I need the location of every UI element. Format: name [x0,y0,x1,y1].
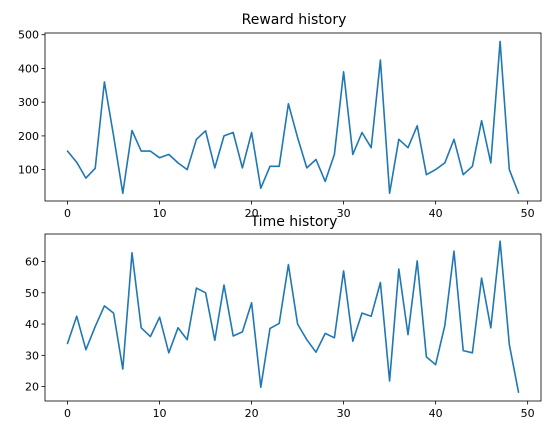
x-tick-label: 30 [337,407,351,420]
y-tick-label: 200 [18,130,39,143]
x-tick-label: 20 [245,407,259,420]
series-line-time [66,240,520,394]
x-tick-label: 10 [153,207,167,220]
plot-frame-reward [44,32,542,202]
y-tick-label: 100 [18,164,39,177]
y-tick-label: 60 [25,256,39,269]
x-tick-label: 40 [429,207,443,220]
x-tick-label: 50 [521,407,535,420]
series-reward [66,40,520,194]
series-time [66,240,520,394]
y-tick-label: 300 [18,96,39,109]
y-tick-label: 20 [25,381,39,394]
x-tick-label: 10 [153,407,167,420]
x-tick-label: 40 [429,407,443,420]
y-tick-label: 50 [25,287,39,300]
y-tick-label: 30 [25,349,39,362]
series-line-reward [66,40,520,194]
x-tick-label: 20 [245,207,259,220]
y-tick-label: 500 [18,29,39,42]
reward-history-panel: Reward history 0 10 20 30 40 50 100 200 300 400 50… [18,12,542,220]
x-tick-label: 0 [64,207,71,220]
ticks-time: 0 10 20 30 40 50 20 30 40 50 60 [25,256,535,420]
chart-title-time: Time history [250,214,338,230]
chart-title-reward: Reward history [242,12,347,28]
x-tick-label: 0 [64,407,71,420]
y-tick-label: 40 [25,318,39,331]
x-tick-label: 50 [521,207,535,220]
ticks-reward: 0 10 20 30 40 50 100 200 300 400 500 [18,29,535,220]
time-history-panel: Time history 0 10 20 30 40 50 20 30 40 50 60 [25,214,542,420]
y-tick-label: 400 [18,62,39,75]
x-tick-label: 30 [337,207,351,220]
plot-frame-time [44,233,542,402]
